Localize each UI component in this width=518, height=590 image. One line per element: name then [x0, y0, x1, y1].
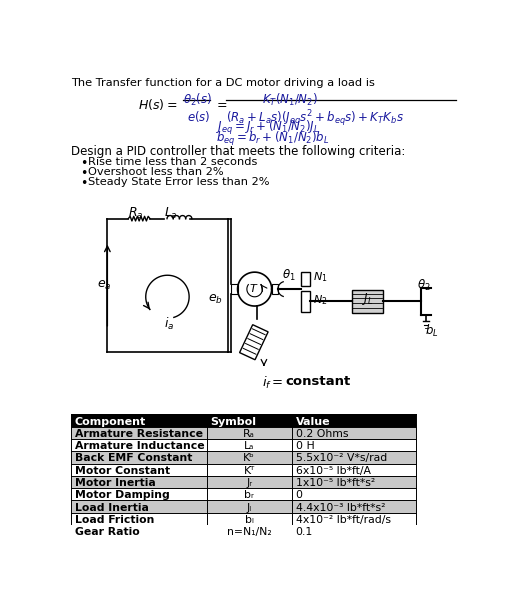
Text: Kᵀ: Kᵀ — [243, 466, 255, 476]
Text: $J_L$: $J_L$ — [363, 291, 374, 307]
Bar — [207, 414, 292, 427]
Text: $K_T(N_1/N_2)$: $K_T(N_1/N_2)$ — [263, 93, 319, 109]
Text: Gear Ratio: Gear Ratio — [75, 527, 139, 537]
Text: Overshoot less than 2%: Overshoot less than 2% — [88, 167, 224, 177]
Bar — [292, 513, 416, 525]
Text: •: • — [80, 157, 88, 170]
Text: $\theta_1$: $\theta_1$ — [282, 267, 295, 283]
Bar — [292, 525, 416, 537]
Text: $(R_a + L_as)(J_{eq}s^2 + b_{eq}s) + K_TK_bs$: $(R_a + L_as)(J_{eq}s^2 + b_{eq}s) + K_T… — [226, 109, 404, 129]
Text: $N_2$: $N_2$ — [313, 293, 327, 307]
Text: $i_f =$: $i_f =$ — [263, 375, 284, 391]
Text: Armature Inductance: Armature Inductance — [75, 441, 205, 451]
Bar — [292, 451, 416, 464]
Bar — [207, 488, 292, 500]
Text: n=N₁/N₂: n=N₁/N₂ — [227, 527, 271, 537]
Bar — [292, 476, 416, 488]
Text: $b_L$: $b_L$ — [425, 323, 439, 339]
Text: $J_{eq} = J_r + (N_1/N_2)J_L$: $J_{eq} = J_r + (N_1/N_2)J_L$ — [216, 119, 320, 137]
Text: 0.1: 0.1 — [296, 527, 313, 537]
Bar — [71, 513, 207, 525]
Bar — [71, 500, 207, 513]
Text: $\theta_2(s)$: $\theta_2(s)$ — [182, 93, 212, 109]
Text: bₗ: bₗ — [245, 515, 254, 525]
Text: Motor Damping: Motor Damping — [75, 490, 169, 500]
Text: Motor Constant: Motor Constant — [75, 466, 170, 476]
Text: constant: constant — [285, 375, 351, 388]
Bar — [71, 451, 207, 464]
Bar — [71, 476, 207, 488]
Text: $N_1$: $N_1$ — [313, 271, 327, 284]
Text: Value: Value — [296, 417, 330, 427]
Bar — [207, 439, 292, 451]
Text: $L_a$: $L_a$ — [164, 206, 178, 221]
Text: $e(s)$: $e(s)$ — [187, 109, 211, 123]
Bar — [301, 291, 310, 312]
Bar — [71, 464, 207, 476]
Bar — [207, 427, 292, 439]
Bar — [71, 414, 207, 427]
Text: •: • — [80, 177, 88, 190]
Bar — [207, 500, 292, 513]
Bar — [207, 451, 292, 464]
Text: $e_b$: $e_b$ — [208, 293, 223, 306]
Bar — [71, 427, 207, 439]
Bar — [71, 525, 207, 537]
Text: 4x10⁻² lb*ft/rad/s: 4x10⁻² lb*ft/rad/s — [296, 515, 391, 525]
Text: $\theta_2$: $\theta_2$ — [418, 278, 431, 293]
Text: $H(s) =$: $H(s) =$ — [138, 97, 178, 112]
Text: Back EMF Constant: Back EMF Constant — [75, 454, 192, 464]
Bar — [207, 464, 292, 476]
Bar — [292, 414, 416, 427]
Text: $T$: $T$ — [249, 281, 258, 294]
Text: •: • — [80, 167, 88, 180]
Text: 6x10⁻⁵ lb*ft/A: 6x10⁻⁵ lb*ft/A — [296, 466, 371, 476]
Bar — [352, 290, 382, 313]
Bar — [239, 324, 268, 360]
Bar — [207, 525, 292, 537]
Bar — [292, 439, 416, 451]
Text: $=$: $=$ — [213, 97, 227, 110]
Text: Lₐ: Lₐ — [244, 441, 254, 451]
Text: Component: Component — [75, 417, 146, 427]
Text: 0 H: 0 H — [296, 441, 314, 451]
Text: Load Friction: Load Friction — [75, 515, 154, 525]
Bar — [232, 284, 238, 294]
Text: Kᵇ: Kᵇ — [243, 454, 255, 464]
Text: $i_a$: $i_a$ — [164, 316, 174, 332]
Bar — [301, 272, 310, 286]
Text: Symbol: Symbol — [210, 417, 256, 427]
Text: Jₗ: Jₗ — [247, 503, 252, 513]
Bar — [71, 439, 207, 451]
Text: 1x10⁻⁵ lb*ft*s²: 1x10⁻⁵ lb*ft*s² — [296, 478, 375, 488]
Text: Design a PID controller that meets the following criteria:: Design a PID controller that meets the f… — [71, 145, 405, 158]
Bar — [292, 500, 416, 513]
Text: Jᵣ: Jᵣ — [246, 478, 252, 488]
Text: Rₐ: Rₐ — [243, 429, 255, 439]
Bar — [271, 284, 278, 294]
Text: Load Inertia: Load Inertia — [75, 503, 149, 513]
Text: 4.4x10⁻³ lb*ft*s²: 4.4x10⁻³ lb*ft*s² — [296, 503, 385, 513]
Text: The Transfer function for a DC motor driving a load is: The Transfer function for a DC motor dri… — [71, 78, 375, 88]
Text: Armature Resistance: Armature Resistance — [75, 429, 203, 439]
Bar — [207, 513, 292, 525]
Text: Rise time less than 2 seconds: Rise time less than 2 seconds — [88, 157, 257, 167]
Text: $b_{eq} = b_r + (N_1/N_2)b_L$: $b_{eq} = b_r + (N_1/N_2)b_L$ — [216, 130, 329, 148]
Text: 0.2 Ohms: 0.2 Ohms — [296, 429, 348, 439]
Bar — [292, 427, 416, 439]
Text: $e_a$: $e_a$ — [96, 278, 111, 292]
Bar — [292, 464, 416, 476]
Bar — [71, 488, 207, 500]
Text: Motor Inertia: Motor Inertia — [75, 478, 155, 488]
Text: $R_a$: $R_a$ — [128, 206, 144, 221]
Bar — [292, 488, 416, 500]
Text: bᵣ: bᵣ — [244, 490, 254, 500]
Text: 0: 0 — [296, 490, 303, 500]
Text: Steady State Error less than 2%: Steady State Error less than 2% — [88, 177, 269, 187]
Text: 5.5x10⁻² V*s/rad: 5.5x10⁻² V*s/rad — [296, 454, 387, 464]
Bar — [207, 476, 292, 488]
